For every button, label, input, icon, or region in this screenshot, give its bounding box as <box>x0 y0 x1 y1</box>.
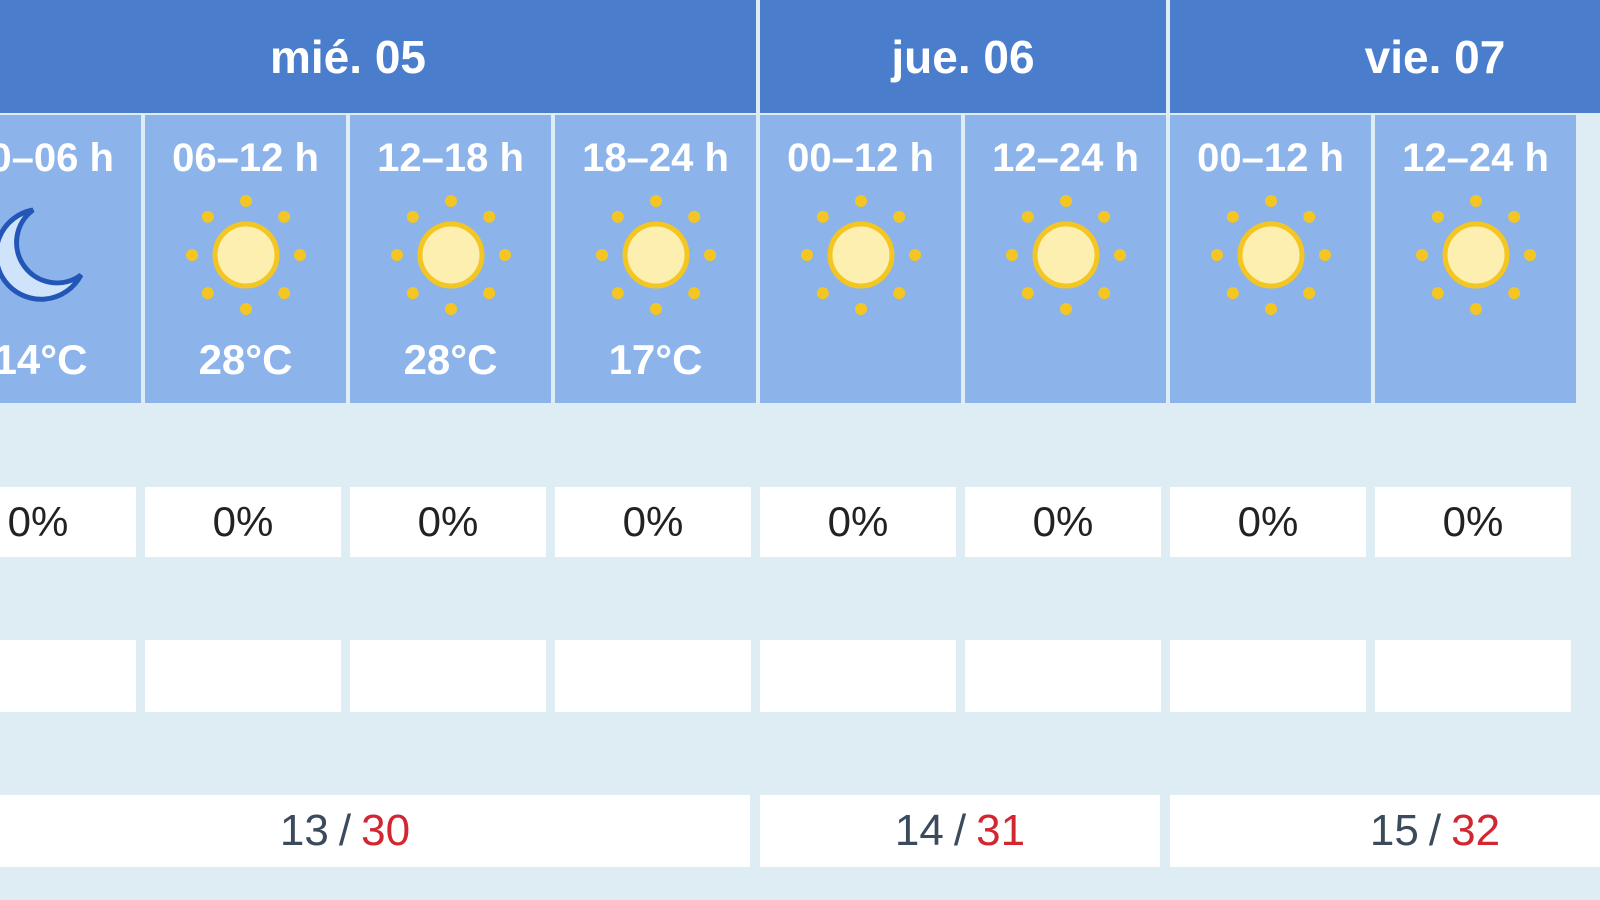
period-label: 00–12 h <box>787 135 934 180</box>
empty-cell <box>1170 640 1366 712</box>
period-temp: 28°C <box>198 336 293 383</box>
empty-cell <box>1375 640 1571 712</box>
day-header: jue. 06 <box>760 0 1166 113</box>
temp-range: 15/32 <box>1170 795 1600 867</box>
empty-cell <box>145 640 341 712</box>
rain-cell: 0% <box>555 487 751 557</box>
temp-range: 13/30 <box>0 795 750 867</box>
temp-sep: / <box>953 806 967 855</box>
period-temp: 17°C <box>608 336 703 383</box>
day-header: vie. 07 <box>1170 0 1600 113</box>
weather-icon <box>0 190 141 320</box>
period-label: 00–12 h <box>1197 135 1344 180</box>
day-header: mié. 05 <box>0 0 756 113</box>
period-label: 18–24 h <box>582 135 729 180</box>
rain-cell: 0% <box>145 487 341 557</box>
period-temp: 14°C <box>0 336 88 383</box>
temp-min: 13 <box>279 806 329 855</box>
temp-range: 14/31 <box>760 795 1160 867</box>
temp-min: 14 <box>894 806 944 855</box>
weather-icon <box>555 190 756 320</box>
period-cell <box>0 115 141 403</box>
temp-sep: / <box>1428 806 1442 855</box>
rain-cell: 0% <box>350 487 546 557</box>
weather-icon <box>350 190 551 320</box>
period-temp: 28°C <box>403 336 498 383</box>
period-label: 06–12 h <box>172 135 319 180</box>
weather-icon <box>1375 190 1576 320</box>
weather-icon <box>760 190 961 320</box>
rain-cell: 0% <box>1375 487 1571 557</box>
temp-sep: / <box>338 806 352 855</box>
period-label: 12–18 h <box>377 135 524 180</box>
rain-cell: 0% <box>760 487 956 557</box>
temp-max: 31 <box>976 806 1026 855</box>
temp-max: 30 <box>361 806 411 855</box>
period-label: 12–24 h <box>1402 135 1549 180</box>
rain-cell: 0% <box>965 487 1161 557</box>
rain-cell: 0% <box>1170 487 1366 557</box>
period-label: 12–24 h <box>992 135 1139 180</box>
empty-cell <box>0 640 136 712</box>
weather-icon <box>145 190 346 320</box>
empty-cell <box>965 640 1161 712</box>
empty-cell <box>760 640 956 712</box>
empty-cell <box>350 640 546 712</box>
period-label: 00–06 h <box>0 135 114 180</box>
weather-icon <box>1170 190 1371 320</box>
temp-min: 15 <box>1369 806 1419 855</box>
rain-cell: 0% <box>0 487 136 557</box>
weather-icon <box>965 190 1166 320</box>
empty-cell <box>555 640 751 712</box>
temp-max: 32 <box>1451 806 1501 855</box>
